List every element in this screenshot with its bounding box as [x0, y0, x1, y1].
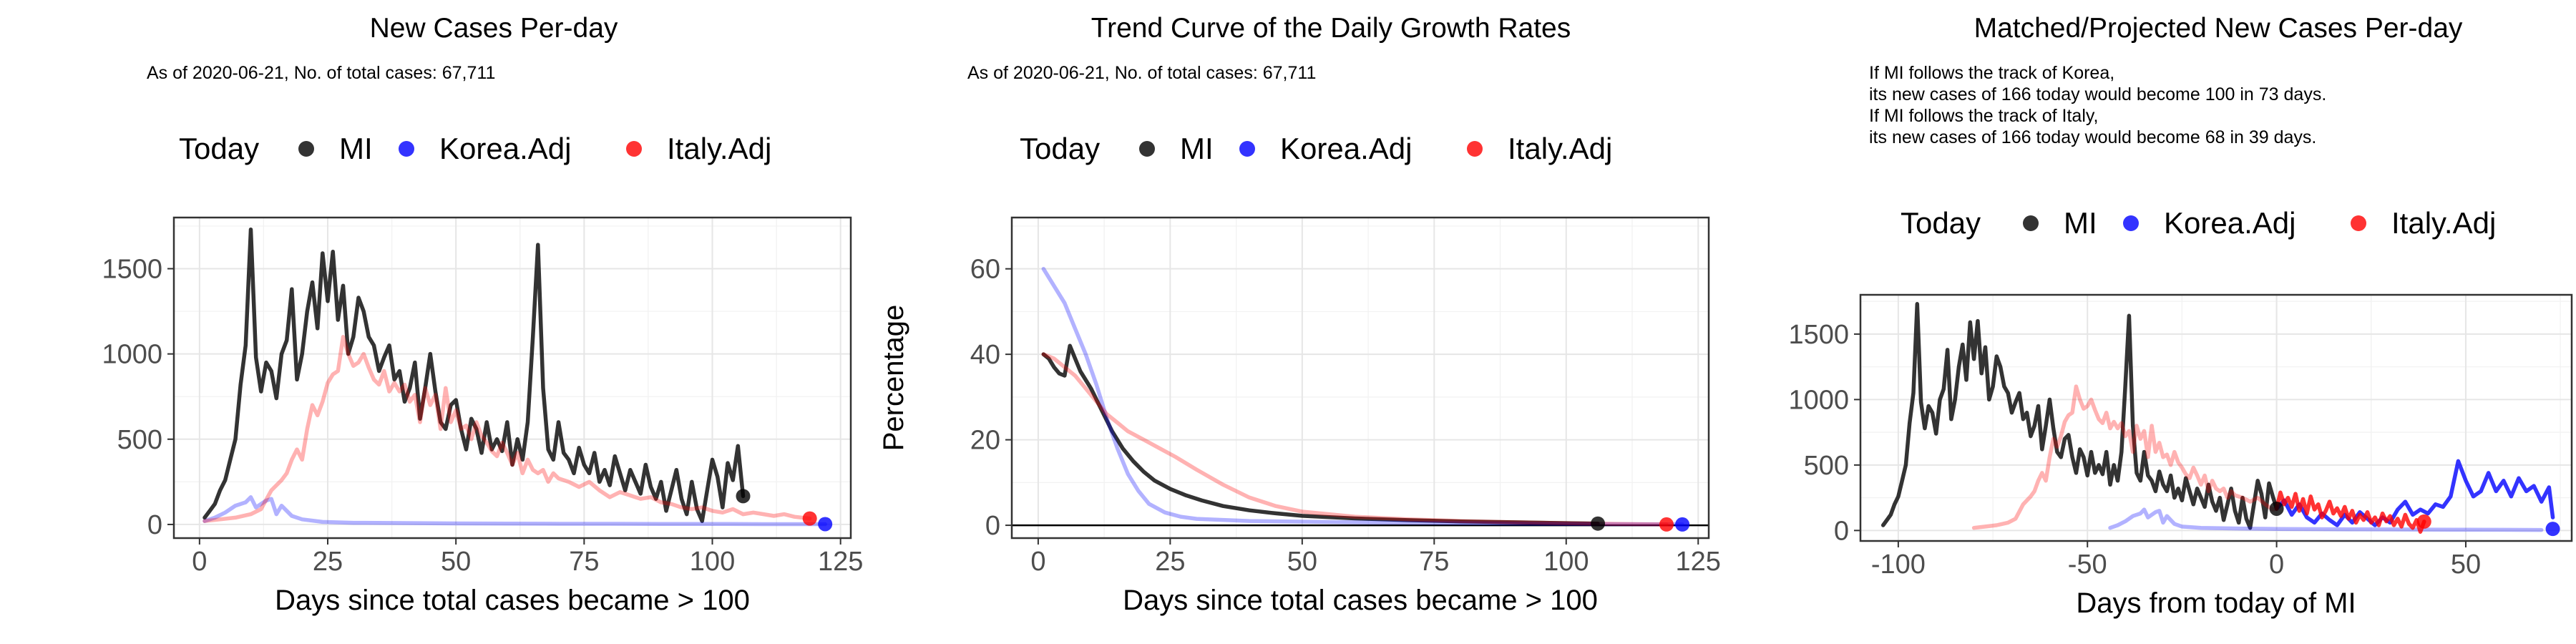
- legend-label: MI: [2064, 206, 2097, 240]
- chart-panel-1: New Cases Per-day As of 2020-06-21, No. o…: [102, 13, 863, 616]
- x-tick-label: 75: [1419, 547, 1449, 577]
- series-line-italy-adj-matched: [1971, 384, 2279, 530]
- x-tick-label: 125: [818, 547, 863, 577]
- legend-key-italy-adj: [2351, 215, 2366, 231]
- y-tick-label: 500: [1804, 451, 1849, 481]
- legend-title: Today: [1901, 206, 1981, 240]
- grid: [174, 218, 851, 538]
- today-point-italy-adj: [1659, 517, 1674, 532]
- y-tick-label: 60: [970, 255, 1000, 285]
- legend-key-italy-adj: [1467, 141, 1483, 157]
- y-tick-label: 500: [117, 425, 162, 455]
- x-tick-label: 0: [192, 547, 207, 577]
- series-line-mi: [1880, 302, 2279, 530]
- chart-subtitle: As of 2020-06-21, No. of total cases: 67…: [967, 63, 1316, 83]
- y-tick-label: 1000: [1788, 385, 1849, 415]
- x-tick-label: 25: [1155, 547, 1185, 577]
- chart-subtitle-line: its new cases of 166 today would become …: [1869, 127, 2316, 147]
- series-line-korea-adj: [203, 495, 827, 527]
- legend-label: MI: [1180, 132, 1214, 165]
- series-line-mi: [1041, 343, 1600, 526]
- y-tick-label: 40: [970, 340, 1000, 370]
- x-tick-label: 50: [2451, 550, 2481, 580]
- chart-title: New Cases Per-day: [370, 13, 618, 44]
- legend-label: Italy.Adj: [667, 132, 771, 165]
- legend-label: Italy.Adj: [2391, 206, 2496, 240]
- legend: Today MI Korea.Adj Italy.Adj: [179, 132, 771, 165]
- x-tick-label: 50: [1287, 547, 1317, 577]
- x-tick-label: 0: [1030, 547, 1045, 577]
- grid: [1012, 218, 1709, 538]
- today-point-italy-adj: [2416, 514, 2431, 529]
- legend-label: Korea.Adj: [1280, 132, 1412, 165]
- series-line-mi: [203, 227, 746, 523]
- chart-panel-3: Matched/Projected New Cases Per-day If MI…: [1788, 13, 2573, 619]
- x-tick-label: 75: [569, 547, 599, 577]
- legend-title: Today: [179, 132, 259, 165]
- today-point-mi: [2269, 501, 2284, 516]
- y-tick-label: 1000: [102, 340, 162, 370]
- y-tick-label: 1500: [1788, 320, 1849, 350]
- plot-border: [1010, 216, 1710, 540]
- chart-panel-2: Trend Curve of the Daily Growth Rates As …: [878, 13, 1721, 616]
- y-tick-label: 0: [1834, 516, 1849, 546]
- y-tick-label: 0: [147, 510, 162, 540]
- x-tick-label: -50: [2068, 550, 2107, 580]
- legend-label: Korea.Adj: [439, 132, 571, 165]
- x-axis-label: Days from today of MI: [2076, 587, 2356, 619]
- legend: Today MI Korea.Adj Italy.Adj: [1901, 206, 2496, 240]
- series-line-italy-adj: [203, 335, 812, 523]
- today-point-mi: [1591, 516, 1606, 531]
- today-point-korea-adj: [2545, 522, 2560, 537]
- today-point-korea-adj: [1675, 517, 1690, 532]
- x-axis-label: Days since total cases became > 100: [275, 585, 750, 616]
- y-tick-label: 20: [970, 426, 1000, 456]
- legend-label: Korea.Adj: [2164, 206, 2296, 240]
- y-tick-label: 1500: [102, 254, 162, 284]
- x-axis-label: Days since total cases became > 100: [1123, 585, 1598, 616]
- today-point-korea-adj: [818, 517, 833, 532]
- x-tick-label: 100: [690, 547, 735, 577]
- legend-key-italy-adj: [626, 141, 642, 157]
- today-point-italy-adj: [802, 511, 817, 526]
- legend-key-korea-adj: [399, 141, 414, 157]
- plot-area: [174, 218, 851, 538]
- legend-title: Today: [1020, 132, 1100, 165]
- legend-key-mi: [2023, 215, 2039, 231]
- y-tick-label: 0: [985, 511, 1000, 541]
- x-tick-label: 100: [1543, 547, 1589, 577]
- x-tick-label: 50: [441, 547, 471, 577]
- chart-subtitle: As of 2020-06-21, No. of total cases: 67…: [147, 63, 495, 83]
- legend-key-mi: [298, 141, 314, 157]
- y-axis-label: Percentage: [878, 305, 909, 452]
- legend-key-mi: [1139, 141, 1155, 157]
- legend-key-korea-adj: [1239, 141, 1255, 157]
- legend-label: Italy.Adj: [1508, 132, 1612, 165]
- legend: Today MI Korea.Adj Italy.Adj: [1020, 132, 1612, 165]
- plot-border: [1859, 293, 2573, 542]
- series-line-italy-adj: [1041, 352, 1669, 527]
- chart-title: Trend Curve of the Daily Growth Rates: [1091, 13, 1571, 44]
- series-line-italy-adj-projected: [2274, 490, 2426, 534]
- today-point-mi: [736, 489, 751, 504]
- chart-subtitle-line: its new cases of 166 today would become …: [1869, 84, 2326, 104]
- x-tick-label: 25: [313, 547, 343, 577]
- legend-key-korea-adj: [2123, 215, 2139, 231]
- x-tick-label: -100: [1871, 550, 1926, 580]
- plot-border: [172, 216, 852, 540]
- chart-subtitle-line: If MI follows the track of Italy,: [1869, 106, 2098, 126]
- chart-subtitle-line: If MI follows the track of Korea,: [1869, 63, 2114, 83]
- series-line-korea-adj-matched: [2108, 507, 2544, 532]
- plot-area: [1012, 218, 1709, 538]
- x-tick-label: 0: [2269, 550, 2284, 580]
- series-line-korea-adj: [1041, 266, 1684, 527]
- chart-title: Matched/Projected New Cases Per-day: [1974, 13, 2463, 44]
- x-tick-label: 125: [1676, 547, 1721, 577]
- legend-label: MI: [339, 132, 373, 165]
